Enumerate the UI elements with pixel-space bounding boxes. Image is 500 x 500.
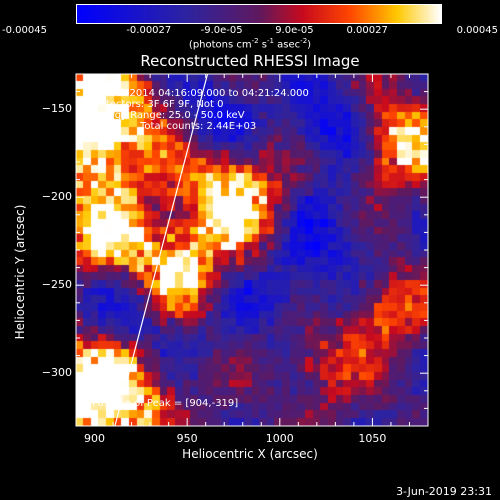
solar-limb-line [114,73,209,427]
x-tick-label: 1050 [358,432,387,445]
colorbar [76,4,442,24]
y-tick-label: −250 [41,278,72,292]
colorbar-tick-label: -0.00045 [2,25,47,36]
heatmap-image [76,74,428,426]
energy-range-annotation: Energy Range: 25.0 - 50.0 keV [92,110,245,121]
colorbar-tick-label: -9.0e-05 [200,25,243,36]
x-tick-label: 900 [84,432,106,445]
colorbar-tick-label: 9.0e-05 [275,25,314,36]
detectors-annotation: Detectors: 3F 6F 9F, Not 0 [92,99,224,110]
y-axis-label: Heliocentric Y (arcsec) [13,204,27,340]
time-range-annotation: 31-Oct-2014 04:16:09.000 to 04:21:24.000 [92,88,309,99]
y-tick-label: −150 [41,102,72,116]
total-counts-annotation: Total counts: 2.44E+03 [140,121,257,132]
peak-position-annotation: Position of Peak = [904,-319] [92,398,239,409]
method-annotation: Clean [92,121,121,132]
x-tick-label: 1000 [265,432,294,445]
x-tick-marks [75,74,429,426]
x-axis-label: Heliocentric X (arcsec) [182,447,318,461]
chart-title: Reconstructed RHESSI Image [140,52,360,70]
colorbar-tick-label: -0.00027 [126,25,172,36]
x-tick-label: 950 [176,432,198,445]
y-tick-marks [76,73,428,427]
colorbar-units-label: (photons cm-2 s-1 asec-2) [188,37,312,51]
y-tick-label: −300 [41,366,72,380]
y-tick-label: −200 [41,190,72,204]
date-stamp: 3-Jun-2019 23:31 [396,485,492,498]
colorbar-tick-label: 0.00045 [456,25,498,36]
colorbar-tick-label: 0.00027 [346,25,388,36]
